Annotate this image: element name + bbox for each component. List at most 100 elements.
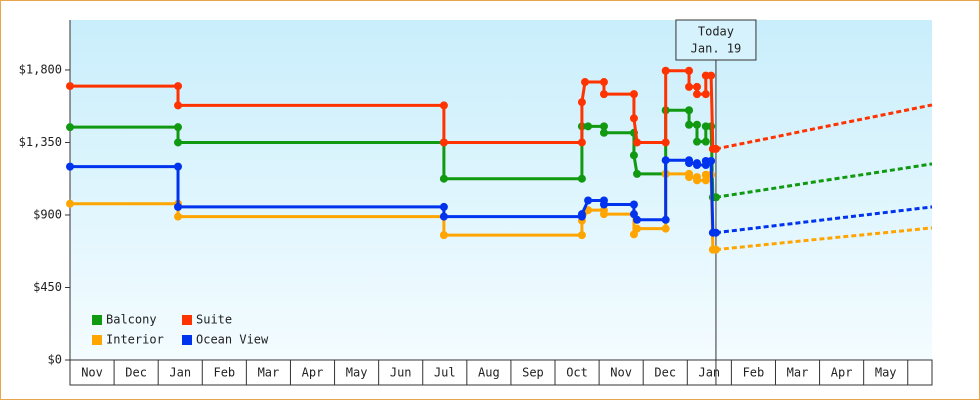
point xyxy=(629,114,638,123)
point xyxy=(174,212,183,221)
point xyxy=(685,82,694,91)
point xyxy=(174,202,183,211)
point xyxy=(633,215,642,224)
point xyxy=(174,101,183,110)
x-tick-label: Apr xyxy=(831,366,853,380)
x-tick-label: Feb xyxy=(213,366,235,380)
point xyxy=(701,137,710,146)
plot-area xyxy=(70,20,932,360)
point xyxy=(577,231,586,240)
x-tick-label: Apr xyxy=(302,366,324,380)
x-tick-label: Feb xyxy=(743,366,765,380)
x-tick-label: Nov xyxy=(610,366,632,380)
point xyxy=(584,196,593,205)
forecast-line xyxy=(715,226,933,252)
point xyxy=(711,144,720,153)
point xyxy=(711,193,720,202)
point xyxy=(692,90,701,99)
point xyxy=(577,98,586,107)
point xyxy=(685,173,694,182)
today-box xyxy=(675,19,757,61)
point xyxy=(661,66,670,75)
x-tick-label: Jul xyxy=(434,366,456,380)
point xyxy=(66,82,74,91)
y-tick-label: $900 xyxy=(33,207,62,221)
point xyxy=(629,90,638,99)
point xyxy=(599,122,608,131)
point xyxy=(661,138,670,147)
point xyxy=(599,78,608,87)
point xyxy=(685,106,694,115)
x-tick-label: Nov xyxy=(81,366,103,380)
legend-label: Suite xyxy=(196,313,232,327)
point xyxy=(633,169,642,178)
point xyxy=(439,138,448,147)
legend-swatch xyxy=(182,315,192,325)
point xyxy=(692,161,701,170)
point xyxy=(174,123,183,132)
point xyxy=(711,228,720,237)
point xyxy=(599,90,608,99)
point xyxy=(692,82,701,91)
point xyxy=(661,224,670,233)
x-tick-label: Dec xyxy=(654,366,676,380)
point xyxy=(66,123,74,132)
point xyxy=(685,66,694,75)
point xyxy=(692,176,701,185)
x-tick-label: Jan xyxy=(698,366,720,380)
point xyxy=(692,137,701,146)
point xyxy=(577,210,586,219)
point xyxy=(174,138,183,147)
point xyxy=(174,162,183,171)
y-tick-label: $1,800 xyxy=(19,62,62,76)
point xyxy=(577,138,586,147)
legend-swatch xyxy=(92,315,102,325)
x-tick-label: Dec xyxy=(125,366,147,380)
y-tick-label: $1,350 xyxy=(19,135,62,149)
point xyxy=(661,215,670,224)
point xyxy=(599,128,608,137)
forecast-line xyxy=(715,205,933,235)
point xyxy=(661,156,670,165)
y-tick-label: $450 xyxy=(33,280,62,294)
point xyxy=(439,202,448,211)
today-label: Today xyxy=(698,25,734,39)
today-label: Jan. 19 xyxy=(691,42,742,56)
x-tick-label: Sep xyxy=(522,366,544,380)
point xyxy=(439,231,448,240)
point xyxy=(701,90,710,99)
x-tick-label: Jan xyxy=(169,366,191,380)
point xyxy=(439,101,448,110)
legend-swatch xyxy=(92,335,102,345)
x-tick-label: Oct xyxy=(566,366,588,380)
point xyxy=(629,200,638,209)
x-tick-label: Jun xyxy=(390,366,412,380)
point xyxy=(174,82,183,91)
point xyxy=(599,210,608,219)
legend-label: Ocean View xyxy=(196,333,269,347)
point xyxy=(439,174,448,183)
point xyxy=(633,224,642,233)
x-tick-label: Mar xyxy=(787,366,809,380)
forecast-line xyxy=(715,162,933,199)
y-tick-label: $0 xyxy=(48,353,62,367)
point xyxy=(692,120,701,129)
point xyxy=(707,156,716,165)
point xyxy=(439,212,448,221)
point xyxy=(711,245,720,254)
legend-label: Interior xyxy=(106,333,164,347)
point xyxy=(66,162,74,171)
point xyxy=(584,122,593,131)
point xyxy=(577,174,586,183)
legend-label: Balcony xyxy=(106,313,157,327)
x-tick-label: May xyxy=(346,366,368,380)
legend-swatch xyxy=(182,335,192,345)
point xyxy=(599,200,608,209)
x-tick-label: Mar xyxy=(258,366,280,380)
point xyxy=(685,120,694,129)
x-tick-label: May xyxy=(875,366,897,380)
point xyxy=(685,159,694,168)
x-tick-label: Aug xyxy=(478,366,500,380)
point xyxy=(633,138,642,147)
